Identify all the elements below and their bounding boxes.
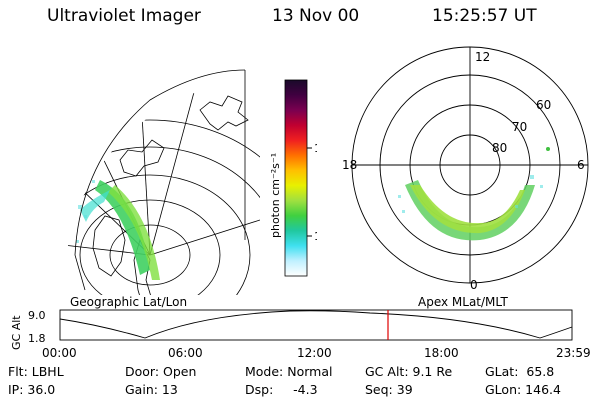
dsp-readout: Dsp: -4.3 — [245, 382, 318, 397]
colorbar-unit-label: photon cm⁻²s⁻¹ — [269, 153, 282, 238]
time-text: 15:25:57 UT — [432, 6, 537, 26]
glat-readout: GLat: 65.8 — [485, 364, 555, 379]
mlt-label-18: 18 — [342, 158, 357, 172]
geographic-map — [65, 69, 260, 295]
geo-panel-label: Geographic Lat/Lon — [70, 295, 188, 309]
x-tick-0600: 06:00 — [168, 346, 203, 360]
polar-panel-label: Apex MLat/MLT — [418, 295, 508, 309]
y-tick-9: 9.0 — [28, 309, 46, 322]
x-tick-2359: 23:59 — [556, 346, 591, 360]
mlt-label-6: 6 — [577, 158, 585, 172]
altitude-curve — [59, 310, 573, 339]
lat-label-60: 60 — [536, 98, 551, 112]
lat-label-80: 80 — [492, 141, 507, 155]
colorbar: 100 10 photon cm⁻²s⁻¹ — [269, 79, 317, 277]
seq-readout: Seq: 39 — [365, 382, 413, 397]
gc-alt-readout: GC Alt: 9.1 Re — [365, 364, 453, 379]
timeline-ylabel: GC Alt — [10, 315, 23, 350]
timeline-frame — [59, 309, 573, 341]
mode-readout: Mode: Normal — [245, 364, 333, 379]
date-text: 13 Nov 00 — [272, 6, 360, 26]
lat-label-70: 70 — [512, 120, 527, 134]
colorbar-tick-10: 10 — [314, 230, 317, 243]
gc-alt-timeline: GC Alt 9.0 1.8 00:00 06:00 12:00 18:00 2… — [10, 309, 591, 360]
colorbar-tick-100: 100 — [314, 142, 317, 155]
flt-readout: Flt: LBHL — [8, 364, 64, 379]
y-tick-1.8: 1.8 — [28, 332, 46, 345]
x-tick-1800: 18:00 — [424, 346, 459, 360]
mlt-label-0: 0 — [470, 278, 478, 292]
door-readout: Door: Open — [125, 364, 197, 379]
colorbar-scale — [284, 79, 308, 277]
glon-readout: GLon: 146.4 — [485, 382, 561, 397]
instrument-title: Ultraviolet Imager — [47, 6, 201, 26]
gain-readout: Gain: 13 — [125, 382, 178, 397]
x-tick-0000: 00:00 — [42, 346, 77, 360]
mlt-label-12: 12 — [475, 50, 490, 64]
x-tick-1200: 12:00 — [297, 346, 332, 360]
ip-readout: IP: 36.0 — [8, 382, 56, 397]
polar-plot: 12 18 6 0 60 70 80 — [342, 46, 589, 292]
